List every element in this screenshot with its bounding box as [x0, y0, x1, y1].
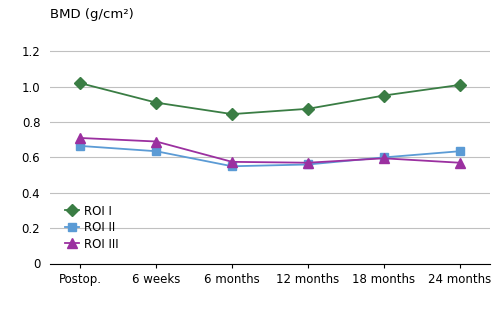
Text: BMD (g/cm²): BMD (g/cm²) [50, 8, 134, 21]
Legend: ROI I, ROI II, ROI III: ROI I, ROI II, ROI III [60, 200, 124, 255]
